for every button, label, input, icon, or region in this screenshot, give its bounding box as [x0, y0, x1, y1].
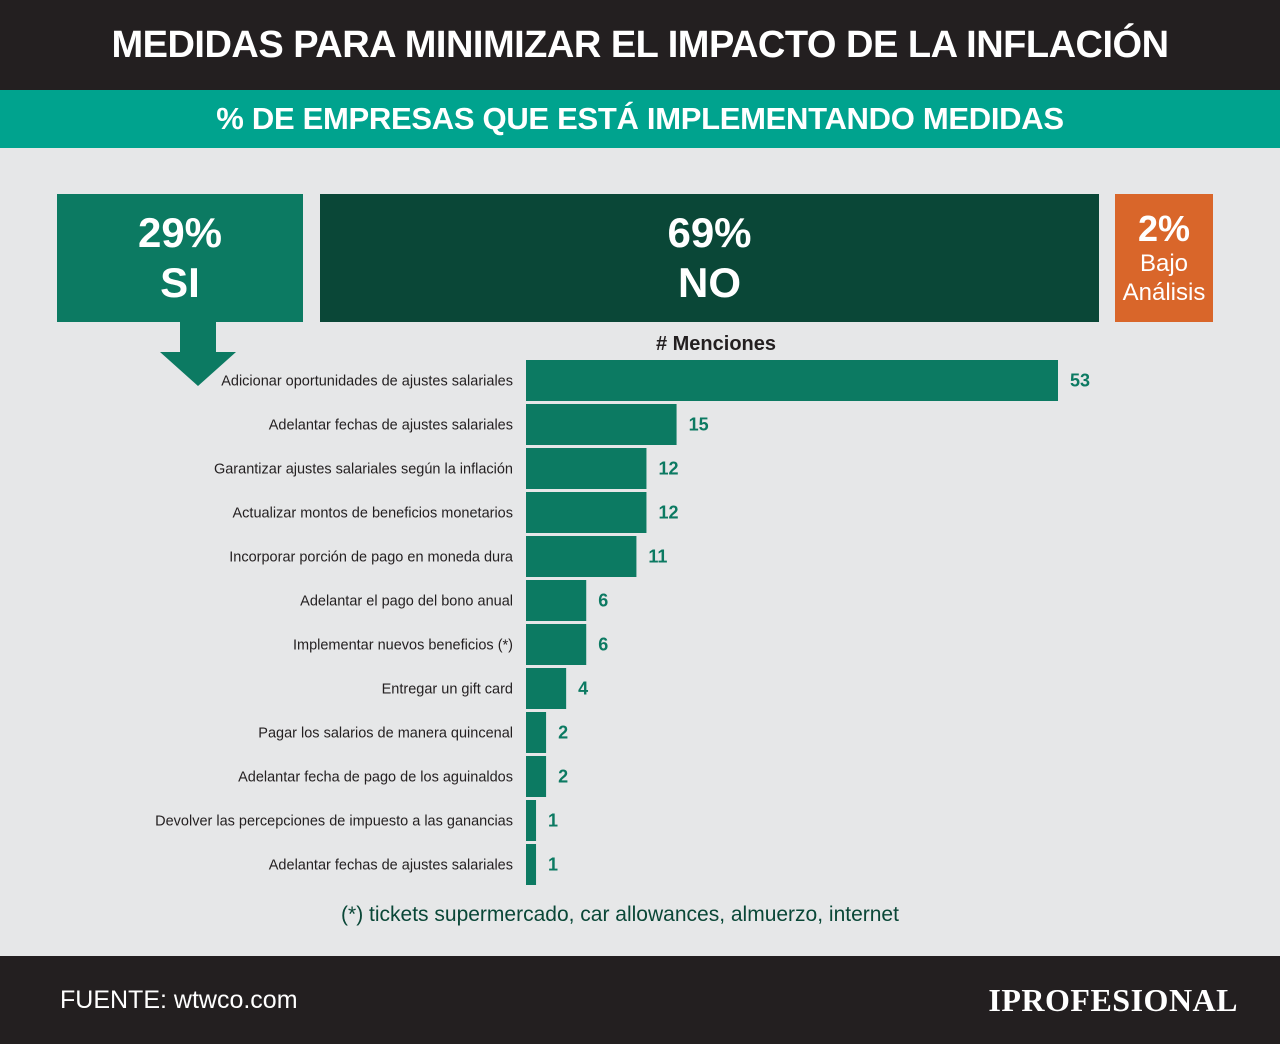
value-label-1: 15	[689, 415, 709, 435]
bar-9	[526, 756, 547, 797]
bar-0	[526, 360, 1058, 401]
source-text: FUENTE: wtwco.com	[60, 986, 298, 1014]
bajo-label-line1: Bajo	[1139, 250, 1189, 277]
value-label-9: 2	[558, 767, 568, 787]
category-label-1: Adelantar fechas de ajustes salariales	[269, 418, 513, 434]
footer: FUENTE: wtwco.com IPROFESIONAL	[0, 956, 1280, 1044]
brand-logo: IPROFESIONAL	[988, 982, 1238, 1018]
category-label-3: Actualizar montos de beneficios monetari…	[233, 506, 513, 522]
category-label-6: Implementar nuevos beneficios (*)	[293, 638, 513, 654]
category-label-0: Adicionar oportunidades de ajustes salar…	[221, 374, 513, 390]
value-label-10: 1	[548, 811, 558, 831]
chart-title: MEDIDAS PARA MINIMIZAR EL IMPACTO DE LA …	[0, 0, 1280, 90]
value-label-11: 1	[548, 855, 558, 875]
bar-11	[526, 844, 537, 885]
chart-heading: # Menciones	[656, 333, 776, 355]
value-label-0: 53	[1070, 371, 1090, 391]
si-label: SI	[160, 259, 200, 306]
value-label-4: 11	[648, 547, 667, 567]
bar-10	[526, 800, 537, 841]
value-label-3: 12	[658, 503, 678, 523]
bar-7	[526, 668, 567, 709]
category-label-8: Pagar los salarios de manera quincenal	[258, 726, 513, 742]
bajo-label-line2: Análisis	[1122, 279, 1206, 306]
bar-1	[526, 404, 677, 445]
chart-subtitle: % DE EMPRESAS QUE ESTÁ IMPLEMENTANDO MED…	[0, 90, 1280, 148]
value-label-6: 6	[598, 635, 608, 655]
si-box: 29% SI	[57, 194, 303, 322]
category-label-7: Entregar un gift card	[382, 682, 513, 698]
footnote: (*) tickets supermercado, car allowances…	[341, 903, 899, 926]
category-label-9: Adelantar fecha de pago de los aguinaldo…	[238, 770, 513, 786]
bar-3	[526, 492, 647, 533]
value-label-2: 12	[658, 459, 678, 479]
si-percent: 29%	[137, 209, 223, 256]
category-label-2: Garantizar ajustes salariales según la i…	[214, 462, 513, 478]
bar-2	[526, 448, 647, 489]
bar-8	[526, 712, 547, 753]
bar-6	[526, 624, 587, 665]
bajo-analisis-box: 2% Bajo Análisis	[1115, 194, 1213, 322]
value-label-8: 2	[558, 723, 568, 743]
arrow-down-icon	[160, 320, 236, 386]
bajo-percent: 2%	[1137, 208, 1191, 249]
bar-4	[526, 536, 637, 577]
no-box: 69% NO	[320, 194, 1099, 322]
bar-5	[526, 580, 587, 621]
no-label: NO	[678, 259, 741, 306]
category-label-5: Adelantar el pago del bono anual	[300, 594, 513, 610]
category-label-10: Devolver las percepciones de impuesto a …	[155, 814, 513, 830]
category-label-11: Adelantar fechas de ajustes salariales	[269, 858, 513, 874]
category-label-4: Incorporar porción de pago en moneda dur…	[229, 550, 514, 566]
value-label-7: 4	[578, 679, 588, 699]
value-label-5: 6	[598, 591, 608, 611]
no-percent: 69%	[667, 209, 752, 256]
